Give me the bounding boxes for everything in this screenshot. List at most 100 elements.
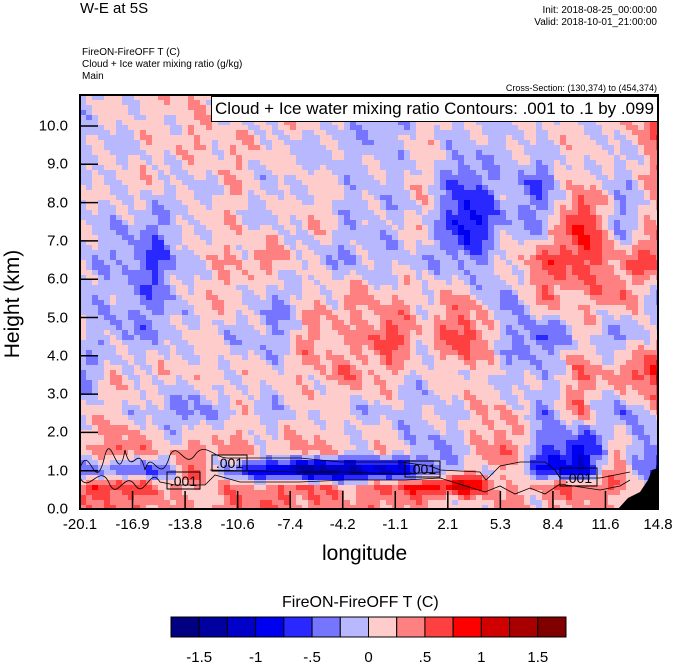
heatmap-cell [494, 325, 501, 331]
heatmap-cell [284, 185, 291, 191]
heatmap-cell [458, 330, 465, 336]
heatmap-cell [344, 175, 351, 181]
heatmap-cell [278, 190, 285, 196]
heatmap-cell [362, 325, 369, 331]
heatmap-cell [524, 345, 531, 351]
heatmap-cell [440, 250, 447, 256]
heatmap-cell [86, 280, 93, 286]
heatmap-cell [134, 210, 141, 216]
heatmap-cell [620, 340, 627, 346]
heatmap-cell [374, 225, 381, 231]
heatmap-cell [638, 310, 645, 316]
heatmap-cell [644, 220, 651, 226]
heatmap-cell [146, 265, 153, 271]
heatmap-cell [134, 310, 141, 316]
heatmap-cell [200, 110, 207, 116]
heatmap-cell [104, 290, 111, 296]
heatmap-cell [458, 345, 465, 351]
heatmap-cell [530, 270, 537, 276]
heatmap-cell [506, 305, 513, 311]
heatmap-cell [134, 345, 141, 351]
heatmap-cell [398, 220, 405, 226]
heatmap-cell [470, 300, 477, 306]
heatmap-cell [92, 105, 99, 111]
heatmap-cell [512, 340, 519, 346]
heatmap-cell [86, 150, 93, 156]
heatmap-cell [176, 210, 183, 216]
heatmap-cell [86, 110, 93, 116]
heatmap-cell [410, 150, 417, 156]
heatmap-cell [194, 330, 201, 336]
heatmap-cell [110, 150, 117, 156]
heatmap-cell [80, 155, 87, 161]
heatmap-cell [248, 335, 255, 341]
heatmap-cell [608, 325, 615, 331]
heatmap-cell [596, 315, 603, 321]
heatmap-cell [140, 220, 147, 226]
heatmap-cell [212, 335, 219, 341]
heatmap-cell [374, 345, 381, 351]
heatmap-cell [140, 340, 147, 346]
heatmap-cell [434, 325, 441, 331]
heatmap-cell [284, 235, 291, 241]
heatmap-cell [122, 290, 129, 296]
heatmap-cell [158, 200, 165, 206]
heatmap-cell [338, 210, 345, 216]
heatmap-cell [500, 265, 507, 271]
heatmap-cell [650, 240, 657, 246]
heatmap-cell [428, 295, 435, 301]
heatmap-cell [452, 125, 459, 131]
heatmap-cell [416, 220, 423, 226]
heatmap-cell [440, 180, 447, 186]
heatmap-cell [362, 165, 369, 171]
heatmap-cell [386, 130, 393, 136]
heatmap-cell [512, 260, 519, 266]
heatmap-cell [464, 245, 471, 251]
heatmap-cell [128, 140, 135, 146]
heatmap-cell [404, 310, 411, 316]
heatmap-cell [128, 330, 135, 336]
heatmap-cell [566, 330, 573, 336]
heatmap-cell [380, 175, 387, 181]
heatmap-cell [578, 210, 585, 216]
heatmap-cell [140, 290, 147, 296]
heatmap-cell [452, 195, 459, 201]
heatmap-cell [488, 295, 495, 301]
heatmap-cell [242, 120, 249, 126]
heatmap-cell [212, 320, 219, 326]
heatmap-cell [170, 310, 177, 316]
heatmap-cell [116, 180, 123, 186]
heatmap-cell [548, 195, 555, 201]
heatmap-cell [458, 210, 465, 216]
heatmap-cell [362, 235, 369, 241]
heatmap-cell [398, 160, 405, 166]
heatmap-cell [446, 185, 453, 191]
heatmap-cell [578, 180, 585, 186]
heatmap-cell [608, 185, 615, 191]
heatmap-cell [272, 120, 279, 126]
heatmap-cell [92, 235, 99, 241]
heatmap-cell [476, 330, 483, 336]
heatmap-cell [350, 305, 357, 311]
heatmap-cell [320, 255, 327, 261]
heatmap-cell [308, 330, 315, 336]
heatmap-cell [434, 330, 441, 336]
heatmap-cell [482, 265, 489, 271]
heatmap-cell [80, 210, 87, 216]
heatmap-cell [248, 300, 255, 306]
heatmap-cell [380, 200, 387, 206]
heatmap-cell [632, 150, 639, 156]
heatmap-cell [524, 340, 531, 346]
heatmap-cell [254, 220, 261, 226]
heatmap-cell [476, 180, 483, 186]
heatmap-cell [464, 170, 471, 176]
heatmap-cell [164, 185, 171, 191]
heatmap-cell [338, 345, 345, 351]
heatmap-cell [86, 255, 93, 261]
heatmap-cell [590, 340, 597, 346]
heatmap-cell [146, 170, 153, 176]
heatmap-cell [182, 195, 189, 201]
heatmap-cell [224, 255, 231, 261]
heatmap-cell [458, 155, 465, 161]
heatmap-cell [128, 155, 135, 161]
